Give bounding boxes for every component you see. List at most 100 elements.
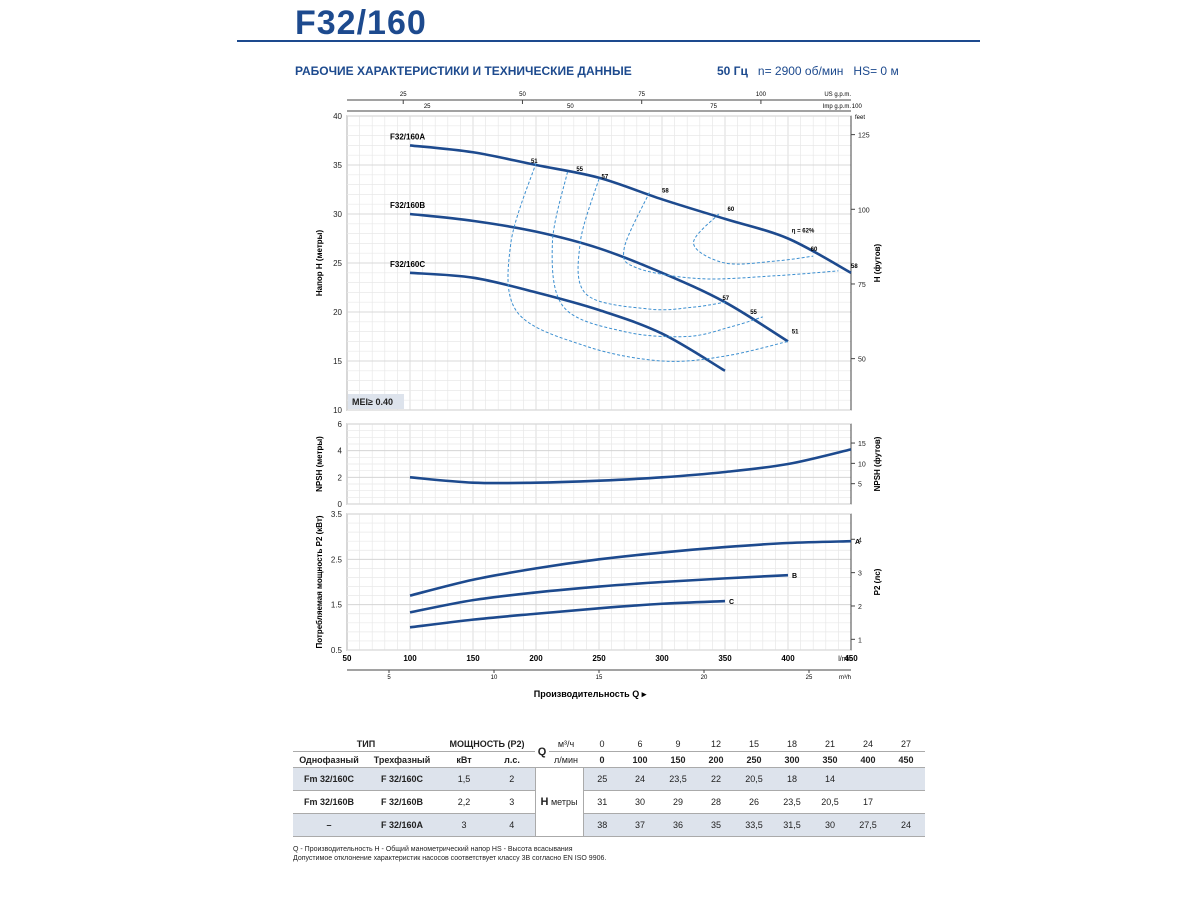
h-cell: 22 bbox=[697, 767, 735, 791]
y-axis-label: NPSH (метры) bbox=[315, 436, 324, 492]
curve-label: B bbox=[792, 573, 797, 580]
q-lmin-cell: 300 bbox=[773, 751, 811, 768]
series-line bbox=[409, 212, 789, 343]
m3h-tick: 15 bbox=[596, 675, 603, 681]
efficiency-label: 51 bbox=[792, 330, 799, 336]
m3h-unit: m³/h bbox=[839, 675, 851, 681]
y-tick-label: 35 bbox=[333, 161, 342, 170]
imp-gpm-tick: 25 bbox=[424, 104, 431, 110]
q-m3h-cell: 21 bbox=[811, 736, 849, 752]
y-tick-label: 30 bbox=[333, 210, 342, 219]
imp-gpm-tick: 50 bbox=[567, 104, 574, 110]
x-tick-label: 100 bbox=[403, 654, 417, 663]
efficiency-label: 60 bbox=[811, 247, 818, 253]
rotation-speed: n= 2900 об/мин bbox=[757, 64, 844, 78]
efficiency-curve bbox=[693, 213, 814, 265]
imp-gpm-tick: 100 bbox=[852, 104, 863, 110]
y-tick-label: 25 bbox=[333, 259, 342, 268]
h-cell bbox=[849, 767, 887, 791]
frequency: 50 Гц bbox=[717, 64, 748, 78]
q-m3h-cell: 15 bbox=[735, 736, 773, 752]
series-line bbox=[409, 271, 726, 372]
y-axis-right-label: P2 (лс) bbox=[873, 568, 882, 595]
q-m3h-cell: 24 bbox=[849, 736, 887, 752]
efficiency-label: 60 bbox=[728, 207, 735, 213]
col-type-header: ТИП bbox=[293, 736, 439, 752]
x-tick-label: 250 bbox=[592, 654, 606, 663]
q-label: Q bbox=[535, 736, 549, 768]
h-cell: 27,5 bbox=[849, 813, 887, 837]
unit-m3h: м³/ч bbox=[549, 736, 583, 752]
m3h-tick: 25 bbox=[806, 675, 813, 681]
y-axis-label: Потребляемая мощность P2 (кВт) bbox=[315, 515, 324, 648]
y-tick-label: 2 bbox=[338, 473, 343, 482]
y-tick-label: 4 bbox=[338, 447, 343, 456]
y-axis-right-label: NPSH (футов) bbox=[873, 436, 882, 491]
h-cell: 17 bbox=[849, 790, 887, 814]
h-cell: 24 bbox=[887, 813, 925, 837]
col-kw: кВт bbox=[439, 751, 489, 768]
curve-label: C bbox=[729, 599, 734, 606]
us-gpm-tick: 75 bbox=[638, 92, 645, 98]
h-cell: 29 bbox=[659, 790, 697, 814]
h-cell: 20,5 bbox=[735, 767, 773, 791]
power-hp: 4 bbox=[489, 813, 535, 837]
model-single: Fm 32/160C bbox=[293, 767, 365, 791]
x-tick-label: 300 bbox=[655, 654, 669, 663]
h-cell: 31 bbox=[583, 790, 621, 814]
right-tick-label: 50 bbox=[858, 357, 866, 364]
efficiency-curve bbox=[577, 178, 726, 311]
q-m3h-cell: 27 bbox=[887, 736, 925, 752]
right-tick-label: 5 bbox=[858, 482, 862, 489]
h-label-cell: H метры bbox=[534, 767, 584, 837]
power-kw: 1,5 bbox=[439, 767, 489, 791]
right-tick-label: 75 bbox=[858, 282, 866, 289]
h-cell: 18 bbox=[773, 767, 811, 791]
efficiency-label: 58 bbox=[662, 188, 669, 194]
q-m3h-cell: 18 bbox=[773, 736, 811, 752]
right-tick-label: 1 bbox=[858, 637, 862, 644]
col-power-header: МОЩНОСТЬ (P2) bbox=[439, 736, 535, 752]
imp-gpm-unit: Imp g.p.m. bbox=[823, 104, 852, 110]
x-tick-label: 450 bbox=[844, 654, 858, 663]
us-gpm-unit: US g.p.m. bbox=[824, 92, 851, 98]
power-kw: 3 bbox=[439, 813, 489, 837]
legend-note: Q - Производительность H - Общий маномет… bbox=[293, 846, 573, 853]
m3h-tick: 20 bbox=[701, 675, 708, 681]
h-cell: 36 bbox=[659, 813, 697, 837]
x-axis-label: Производительность Q ▸ bbox=[534, 689, 647, 699]
right-tick-label: 125 bbox=[858, 133, 870, 140]
h-cell: 25 bbox=[583, 767, 621, 791]
imp-gpm-tick: 75 bbox=[710, 104, 717, 110]
y-tick-label: 3.5 bbox=[331, 510, 343, 519]
y-tick-label: 10 bbox=[333, 406, 342, 415]
series-line bbox=[409, 573, 789, 614]
efficiency-label: η = 62% bbox=[792, 229, 815, 235]
us-gpm-tick: 50 bbox=[519, 92, 526, 98]
efficiency-label: 57 bbox=[602, 175, 609, 181]
unit-lmin: л/мин bbox=[549, 751, 583, 768]
model-single: – bbox=[293, 813, 365, 837]
h-cell: 31,5 bbox=[773, 813, 811, 837]
h-cell: 37 bbox=[621, 813, 659, 837]
curve-label: F32/160C bbox=[390, 260, 425, 269]
col-three-phase: Трехфазный bbox=[365, 751, 439, 768]
y-tick-label: 2.5 bbox=[331, 555, 343, 564]
us-gpm-tick: 100 bbox=[756, 92, 767, 98]
feet-unit: feet bbox=[855, 115, 865, 121]
right-tick-label: 100 bbox=[858, 207, 870, 214]
y-tick-label: 6 bbox=[338, 420, 343, 429]
q-m3h-cell: 9 bbox=[659, 736, 697, 752]
q-m3h-cell: 12 bbox=[697, 736, 735, 752]
us-gpm-tick: 25 bbox=[400, 92, 407, 98]
h-cell: 14 bbox=[811, 767, 849, 791]
right-tick-label: 2 bbox=[858, 604, 862, 611]
power-kw: 2,2 bbox=[439, 790, 489, 814]
y-axis-label: Напор H (метры) bbox=[315, 230, 324, 297]
mei-badge-bg bbox=[348, 394, 404, 409]
right-tick-label: 10 bbox=[858, 461, 866, 468]
q-lmin-cell: 0 bbox=[583, 751, 621, 768]
h-cell: 33,5 bbox=[735, 813, 773, 837]
y-tick-label: 0 bbox=[338, 500, 343, 509]
